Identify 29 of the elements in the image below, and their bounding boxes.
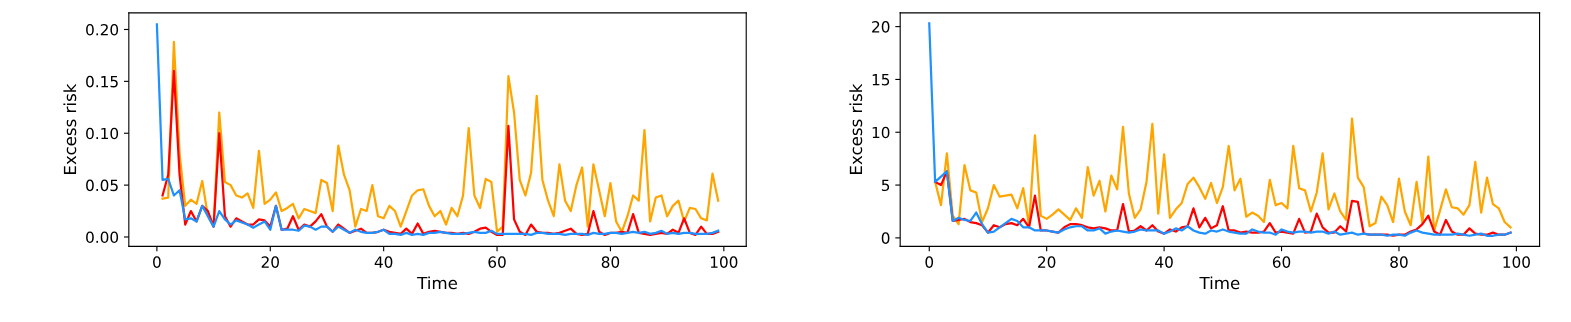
y-axis-title: Excess risk — [63, 83, 77, 174]
x-axis-title: Time — [1199, 276, 1240, 290]
x-tick-label: 0 — [153, 256, 161, 268]
line-series — [934, 117, 1512, 232]
x-tick-label: 80 — [1390, 256, 1408, 268]
y-tick-label: 10 — [872, 126, 890, 139]
y-tick-label: 15 — [872, 74, 890, 86]
x-axis-title: Time — [417, 276, 458, 290]
x-tick-label: 0 — [925, 256, 934, 268]
y-tick-label: 0.00 — [86, 231, 119, 244]
y-tick-label: 20 — [872, 21, 890, 33]
x-tick-label: 20 — [1038, 256, 1056, 268]
y-tick-label: 0.20 — [86, 23, 119, 36]
line-series — [161, 69, 720, 237]
y-tick-label: 0.05 — [86, 179, 118, 192]
x-tick-label: 40 — [1155, 256, 1173, 268]
x-tick-label: 60 — [1272, 256, 1291, 268]
x-tick-label: 100 — [1503, 256, 1530, 268]
y-tick-label: 0.10 — [86, 127, 119, 140]
x-tick-label: 40 — [374, 256, 393, 268]
y-tick-label: 0.15 — [86, 75, 118, 88]
x-tick-label: 100 — [710, 256, 738, 268]
y-tick-label: 0 — [881, 232, 890, 244]
y-axis-title: Excess risk — [849, 83, 863, 174]
x-tick-label: 60 — [488, 256, 506, 268]
x-tick-label: 80 — [601, 256, 620, 268]
line-series — [928, 22, 1512, 237]
y-tick-label: 5 — [881, 179, 890, 192]
x-tick-label: 20 — [261, 256, 279, 268]
